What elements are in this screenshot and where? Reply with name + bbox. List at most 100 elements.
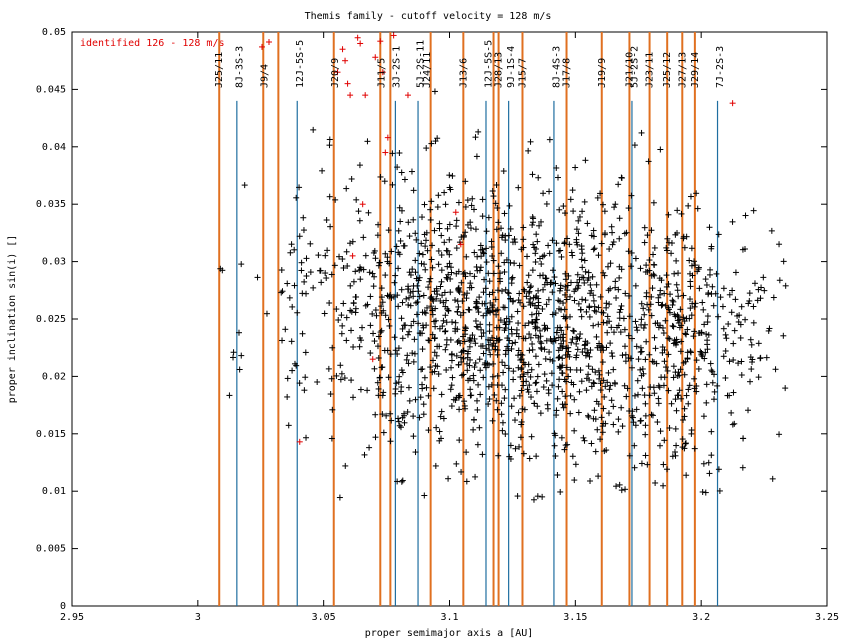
data-point [430,297,437,304]
data-point [570,327,577,334]
data-point [419,251,426,258]
data-point [357,264,364,271]
data-point [401,176,408,183]
data-point [541,346,548,353]
data-point [453,223,460,230]
data-point [730,340,737,347]
data-point [685,400,692,407]
data-point [583,375,590,382]
data-point [669,453,676,460]
data-point [473,397,480,404]
data-point [362,252,369,259]
data-point [352,309,359,316]
data-point [452,397,459,404]
data-point [372,434,379,441]
data-point [460,348,467,355]
data-point [708,243,715,250]
data-point [381,347,388,354]
data-point [462,203,469,210]
data-point [650,261,657,268]
data-point [482,285,489,292]
data-point [537,333,544,340]
data-point [529,267,536,274]
data-point [621,382,628,389]
data-point [745,300,752,307]
data-point [528,433,535,440]
data-point [563,345,570,352]
data-point-identified [259,43,266,50]
data-point [397,424,404,431]
data-point [461,398,468,405]
data-point [564,324,571,331]
data-point [683,233,690,240]
data-point [374,379,381,386]
data-point [622,290,629,297]
data-point-identified [390,32,397,39]
data-point [699,299,706,306]
data-point [307,240,314,247]
data-point [612,278,619,285]
data-point [427,364,434,371]
data-point [494,372,501,379]
data-point [452,297,459,304]
data-point [656,384,663,391]
data-point [675,270,682,277]
data-point [406,328,413,335]
data-point [329,406,336,413]
data-point [407,289,414,296]
data-point [226,392,233,399]
data-point [405,283,412,290]
data-point [498,411,505,418]
x-tick-label: 3.2 [692,612,710,623]
data-point [483,228,490,235]
data-point [755,374,762,381]
y-tick-label: 0 [60,601,66,612]
data-point [677,306,684,313]
data-point [634,327,641,334]
data-point [711,396,718,403]
data-point [342,462,349,469]
data-point [279,288,286,295]
data-point [485,308,492,315]
data-point [604,379,611,386]
data-point [772,366,779,373]
data-point [595,304,602,311]
data-point [230,354,237,361]
data-point [503,256,510,263]
data-point [507,442,514,449]
data-point [556,298,563,305]
data-point [427,275,434,282]
data-point [670,323,677,330]
data-point [564,441,571,448]
data-point [343,185,350,192]
data-point [486,396,493,403]
data-point [586,304,593,311]
data-point [683,440,690,447]
data-point [515,352,522,359]
data-point [486,321,493,328]
data-point [780,332,787,339]
data-point [738,303,745,310]
data-point [661,347,668,354]
data-point [637,265,644,272]
data-point [626,313,633,320]
data-point [318,279,325,286]
data-point [676,324,683,331]
data-point [479,451,486,458]
data-point [435,247,442,254]
data-point [499,427,506,434]
data-point-identified [357,40,364,47]
resonance-label: J23/11 [645,52,656,88]
data-point [738,372,745,379]
data-point [508,313,515,320]
data-point [554,471,561,478]
data-point [556,365,563,372]
data-point [303,434,310,441]
data-point [671,337,678,344]
data-point [431,334,438,341]
data-point [445,307,452,314]
data-point [532,380,539,387]
data-point [474,267,481,274]
data-point [366,269,373,276]
data-point [615,286,622,293]
